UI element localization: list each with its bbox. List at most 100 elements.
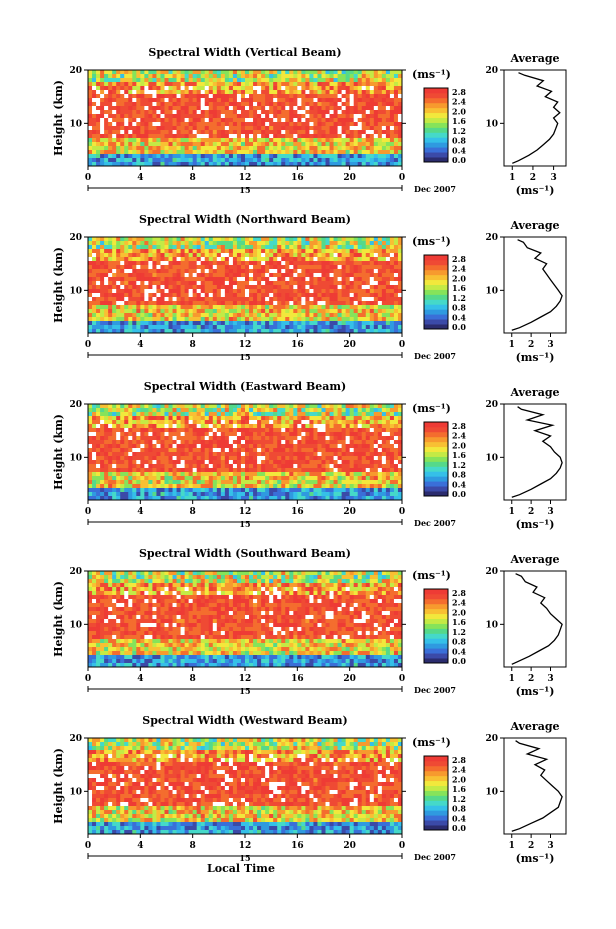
heatmap-cell (349, 162, 355, 167)
heatmap-cell (204, 436, 210, 441)
heatmap-cell (261, 94, 266, 99)
heatmap-cell (212, 142, 218, 147)
heatmap-cell (232, 261, 238, 266)
heatmap-cell (104, 456, 109, 461)
heatmap-cell (144, 253, 149, 258)
heatmap-cell (377, 257, 383, 262)
heatmap-cell (253, 245, 258, 250)
heatmap-cell (385, 313, 391, 318)
heatmap-cell (96, 98, 101, 103)
heatmap-cell (208, 265, 214, 270)
heatmap-cell (164, 70, 169, 75)
heatmap-cell (329, 261, 334, 266)
heatmap-cell (92, 102, 97, 107)
heatmap-cell (208, 134, 214, 139)
heatmap-cell (313, 126, 318, 131)
heatmap-cell (389, 313, 395, 318)
heatmap-cell (224, 313, 230, 318)
heatmap-cell (116, 154, 121, 159)
heatmap-cell (116, 317, 121, 322)
heatmap-cell (136, 110, 141, 115)
heatmap-cell (305, 114, 310, 119)
heatmap-cell (160, 86, 165, 91)
heatmap-cell (208, 126, 214, 131)
heatmap-cell (192, 134, 198, 139)
heatmap-cell (361, 118, 367, 123)
heatmap-cell (112, 460, 117, 465)
heatmap-cell (249, 78, 254, 83)
heatmap-cell (249, 273, 254, 278)
heatmap-cell (265, 118, 270, 123)
heatmap-cell (321, 253, 326, 258)
heatmap-cell (313, 74, 318, 79)
heatmap-cell (245, 325, 250, 330)
heatmap-cell (140, 74, 145, 79)
heatmap-cell (216, 122, 222, 127)
heatmap-cell (313, 317, 318, 322)
heatmap-cell (220, 74, 226, 79)
heatmap-cell (164, 158, 169, 163)
heatmap-cell (200, 158, 206, 163)
heatmap-cell (156, 162, 161, 167)
heatmap-cell (369, 297, 375, 302)
heatmap-cell (232, 138, 238, 143)
heatmap-cell (377, 78, 383, 83)
heatmap-cell (172, 98, 177, 103)
heatmap-cell (393, 440, 399, 445)
heatmap-cell (381, 317, 387, 322)
heatmap-cell (104, 317, 109, 322)
heatmap-cell (345, 122, 351, 127)
heatmap-cell (329, 70, 334, 75)
heatmap-cell (341, 126, 347, 131)
heatmap-cell (329, 257, 334, 262)
heatmap-cell (365, 245, 371, 250)
heatmap-cell (365, 86, 371, 91)
heatmap-cell (369, 118, 375, 123)
heatmap-cell (261, 257, 266, 262)
heatmap-cell (281, 424, 286, 429)
heatmap-cell (345, 106, 351, 111)
heatmap-cell (124, 150, 129, 155)
heatmap-cell (180, 432, 186, 437)
heatmap-cell (269, 154, 274, 159)
heatmap-cell (301, 110, 306, 115)
heatmap-cell (309, 249, 314, 254)
heatmap-cell (265, 404, 270, 409)
heatmap-cell (389, 138, 395, 143)
heatmap-cell (156, 82, 161, 87)
heatmap-cell (184, 408, 190, 413)
heatmap-cell (132, 249, 137, 254)
heatmap-cell (397, 325, 403, 330)
heatmap-cell (273, 146, 278, 151)
heatmap-cell (253, 269, 258, 274)
heatmap-cell (188, 162, 194, 167)
heatmap-cell (393, 86, 399, 91)
heatmap-cell (385, 289, 391, 294)
heatmap-cell (204, 265, 210, 270)
heatmap-cell (345, 436, 351, 441)
heatmap-cell (377, 293, 383, 298)
heatmap-cell (212, 78, 218, 83)
heatmap-cell (180, 78, 186, 83)
heatmap-cell (361, 428, 367, 433)
heatmap-cell (132, 94, 137, 99)
heatmap-cell (385, 237, 391, 242)
heatmap-cell (112, 134, 117, 139)
heatmap-cell (92, 293, 97, 298)
heatmap-cell (341, 408, 347, 413)
heatmap-cell (156, 269, 161, 274)
heatmap-cell (393, 158, 399, 163)
heatmap-cell (281, 106, 286, 111)
heatmap-cell (293, 70, 298, 75)
heatmap-cell (281, 118, 286, 123)
heatmap-cell (232, 329, 238, 334)
heatmap-cell (156, 74, 161, 79)
heatmap-cell (385, 432, 391, 437)
heatmap-cell (349, 122, 355, 127)
heatmap-cell (172, 428, 177, 433)
heatmap-cell (321, 98, 326, 103)
heatmap-cell (337, 118, 343, 123)
heatmap-cell (373, 301, 379, 306)
heatmap-cell (212, 440, 218, 445)
heatmap-cell (144, 269, 149, 274)
